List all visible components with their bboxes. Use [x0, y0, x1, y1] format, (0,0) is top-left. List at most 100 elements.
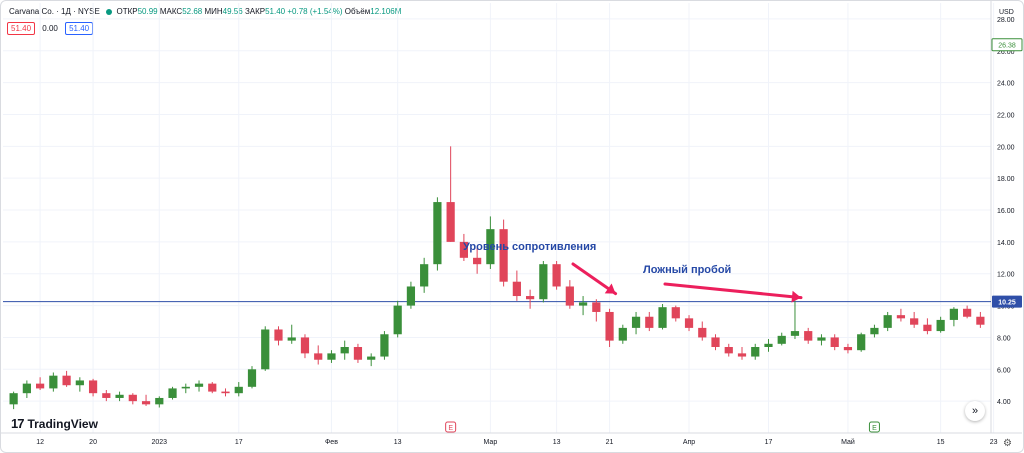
level-price-label: 10.25: [998, 300, 1016, 307]
candle-body: [817, 337, 826, 341]
price-tick-label: 16.00: [997, 208, 1015, 215]
candle-body: [128, 394, 137, 402]
candle-body: [605, 311, 614, 341]
resistance-arrow-head: [604, 283, 616, 294]
candle-body: [314, 353, 323, 360]
time-tick-label: 13: [553, 439, 561, 446]
candle-body: [115, 394, 124, 398]
scroll-to-realtime-button[interactable]: »: [965, 401, 985, 421]
candle-body: [102, 393, 111, 398]
last-price-label: 26.38: [998, 43, 1016, 50]
candle-body: [393, 305, 402, 335]
sell-price-pill[interactable]: 51.40: [7, 22, 36, 35]
close-value: 51.40: [265, 7, 286, 16]
settings-gear-icon[interactable]: ⚙: [1003, 438, 1012, 449]
candle-body: [208, 383, 217, 392]
time-tick-label: Апр: [683, 439, 695, 446]
earnings-marker: [868, 421, 880, 433]
candle-body: [420, 264, 429, 287]
brand-logo[interactable]: 17 TradingView: [11, 416, 98, 431]
candle-body: [473, 257, 482, 265]
time-tick-label: 21: [606, 439, 614, 446]
price-tick-label: 18.00: [997, 176, 1015, 183]
candle-body: [340, 347, 349, 354]
candle-body: [181, 386, 190, 389]
false-breakout-arrow-head: [791, 290, 801, 303]
candle-body: [724, 347, 733, 354]
candle-body: [804, 331, 813, 341]
price-tick-label: 20.00: [997, 144, 1015, 151]
level-price-tag: [992, 295, 1022, 308]
candle-body: [75, 380, 84, 386]
candle-body: [499, 229, 508, 282]
price-tick-label: 24.00: [997, 81, 1015, 88]
candle-body: [62, 375, 71, 386]
candle-body: [9, 393, 18, 405]
market-status-dot-icon: [106, 8, 113, 15]
time-tick-label: 15: [937, 439, 945, 446]
candle-body: [406, 286, 416, 306]
time-tick-label: 17: [765, 439, 773, 446]
candle-body: [737, 353, 747, 357]
candle-body: [49, 375, 58, 389]
candle-body: [923, 324, 932, 332]
candle-body: [367, 356, 376, 360]
open-label: ОТКР: [116, 7, 138, 16]
candle-body: [618, 327, 627, 341]
candle-body: [764, 343, 773, 347]
price-tick-label: 22.00: [997, 112, 1015, 119]
candle-body: [910, 318, 919, 325]
brand-name: TradingView: [27, 416, 98, 431]
candle-body: [433, 202, 442, 265]
false-breakout-arrow: [663, 282, 803, 300]
candle-body: [247, 369, 257, 387]
candle-body: [565, 286, 574, 306]
price-tick-label: 8.00: [997, 335, 1011, 342]
candle-body: [168, 388, 177, 398]
double-chevron-right-icon: »: [971, 405, 979, 417]
symbol-title[interactable]: Carvana Co. · 1Д · NYSE: [9, 7, 100, 16]
time-tick-label: Мар: [484, 439, 498, 446]
candle-body: [658, 307, 667, 328]
candle-body: [777, 335, 786, 344]
price-tick-label: 4.00: [997, 399, 1011, 406]
candle-body: [711, 337, 720, 347]
candle-body: [631, 316, 641, 328]
candle-body: [698, 327, 707, 338]
candle-body: [234, 386, 243, 394]
time-tick-label: 17: [235, 439, 243, 446]
candle-body: [486, 229, 495, 265]
time-tick-label: 2023: [152, 439, 168, 446]
tradingview-logo-icon: 17: [11, 416, 25, 431]
candle-body: [539, 264, 548, 300]
candle-body: [88, 380, 98, 394]
price-tick-label: 14.00: [997, 240, 1015, 247]
time-tick-label: Фев: [325, 439, 338, 446]
candle-body: [36, 383, 45, 389]
candle-body: [446, 202, 455, 242]
earnings-marker: [445, 421, 457, 433]
candle-body: [684, 318, 694, 328]
candle-body: [578, 302, 588, 306]
candle-body: [790, 331, 800, 336]
change-value: +0.78 (+1.54%): [287, 7, 343, 16]
candle-body: [857, 334, 866, 351]
candle-body: [327, 353, 336, 360]
candle-body: [592, 302, 601, 312]
volume-label: Объём: [344, 7, 371, 16]
candle-body: [963, 308, 972, 317]
candle-body: [896, 315, 906, 319]
low-value: 49.56: [222, 7, 243, 16]
time-tick-label: 23: [990, 439, 998, 446]
time-tick-label: 12: [36, 439, 44, 446]
high-label: МАКС: [159, 7, 183, 16]
candle-body: [949, 308, 958, 320]
trade-pills: 51.40 0.00 51.40: [7, 22, 95, 35]
candle-body: [512, 281, 521, 297]
symbol-legend: Carvana Co. · 1Д · NYSE ОТКР50.99 МАКС52…: [9, 7, 401, 16]
open-value: 50.99: [137, 7, 158, 16]
candle-body: [883, 315, 892, 328]
annotation-false-breakout: Ложный пробой: [643, 264, 732, 276]
